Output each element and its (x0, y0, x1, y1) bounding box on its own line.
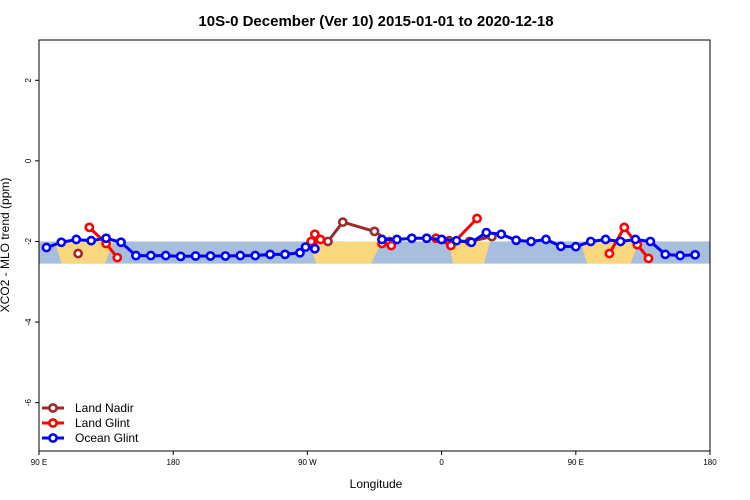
land-segment (449, 241, 491, 264)
ocean-glint-point (205, 251, 216, 261)
x-axis-label: Longitude (350, 477, 403, 491)
legend-marker-land-nadir (48, 403, 58, 413)
land-glint-point (315, 234, 326, 245)
y-tick-label: -6 (24, 399, 33, 407)
land-glint-point (84, 222, 95, 233)
ocean-glint-point (131, 250, 141, 261)
ocean-glint-point (145, 250, 156, 261)
ocean-glint-point (391, 234, 402, 245)
ocean-glint-point (300, 242, 311, 253)
land-glint-point (309, 229, 320, 240)
ocean-glint-point (555, 241, 566, 252)
ocean-glint-point (295, 247, 305, 258)
ocean-glint-point (585, 236, 596, 247)
ocean-glint-point (496, 229, 507, 240)
ocean-glint-point (250, 250, 261, 261)
ocean-glint-point (280, 249, 290, 260)
ocean-glint-point (265, 249, 276, 260)
ocean-glint-point (451, 235, 462, 246)
ocean-glint-point (570, 241, 581, 252)
plot-frame (38, 39, 711, 452)
ocean-glint-point (600, 234, 611, 245)
x-tick-label: 180 (703, 458, 717, 467)
legend-label-ocean-glint: Ocean Glint (75, 431, 139, 445)
ocean-glint-point (86, 235, 97, 246)
ocean-glint-point (541, 234, 551, 245)
y-tick-label: 2 (24, 78, 33, 83)
y-tick-label: -2 (24, 237, 33, 245)
ocean-glint-point (175, 251, 186, 262)
land-glint-point (643, 253, 654, 264)
land-glint-point (306, 236, 317, 247)
ocean-glint-point (41, 242, 52, 253)
x-tick-label: 180 (167, 458, 181, 467)
ocean-glint-point (406, 233, 417, 244)
land-nadir-point (73, 248, 84, 259)
chart-title: 10S-0 December (Ver 10) 2015-01-01 to 20… (198, 13, 553, 30)
ocean-glint-point (526, 236, 536, 247)
ocean-glint-point (56, 237, 67, 248)
ocean-glint-point (466, 237, 477, 248)
legend-marker-land-glint (48, 418, 58, 428)
y-tick-label: -4 (24, 318, 33, 326)
land-glint-point (472, 213, 482, 224)
land-nadir-point (323, 236, 333, 247)
land-glint-point (386, 240, 397, 251)
ocean-glint-point (421, 233, 432, 244)
land-glint-point (112, 252, 123, 263)
ocean-glint-point (235, 250, 246, 261)
land-nadir-point (369, 226, 380, 237)
ocean-glint-point (615, 236, 626, 247)
ocean-glint-point (116, 237, 126, 248)
ocean-glint-point (190, 251, 201, 261)
ocean-glint-point (511, 235, 522, 246)
ocean-glint-point (630, 234, 641, 245)
series-layer (41, 213, 700, 264)
ocean-glint-point (377, 234, 387, 245)
ocean-glint-point (71, 234, 82, 245)
ocean-glint-point (220, 251, 231, 261)
land-segment (55, 241, 114, 264)
x-tick-label: 90 E (31, 458, 47, 467)
land-glint-point (604, 248, 615, 259)
ocean-glint-point (436, 234, 447, 245)
legend-marker-ocean-glint (48, 433, 58, 443)
x-tick-label: 0 (439, 458, 444, 467)
ocean-glint-point (690, 249, 700, 260)
ocean-glint-point (309, 243, 320, 254)
y-tick-label: 0 (24, 158, 33, 163)
y-axis: 2 0 -2 -4 -6 (24, 78, 39, 407)
land-glint-point (619, 222, 630, 233)
ocean-glint-point (675, 250, 686, 261)
ocean-glint-point (481, 227, 492, 238)
legend-label-land-nadir: Land Nadir (75, 401, 134, 415)
land-segment (309, 241, 382, 264)
legend-label-land-glint: Land Glint (75, 416, 130, 430)
x-axis: 90 E 180 90 W 0 90 E 180 (31, 451, 717, 467)
x-tick-label: 90 E (568, 458, 584, 467)
land-nadir-point (337, 217, 348, 228)
ocean-glint-point (160, 250, 171, 261)
y-axis-label: XCO2 - MLO trend (ppm) (0, 178, 12, 313)
ocean-glint-point (101, 233, 111, 244)
x-tick-label: 90 W (298, 458, 317, 467)
ocean-glint-point (660, 249, 671, 260)
ocean-glint-point (645, 236, 656, 247)
